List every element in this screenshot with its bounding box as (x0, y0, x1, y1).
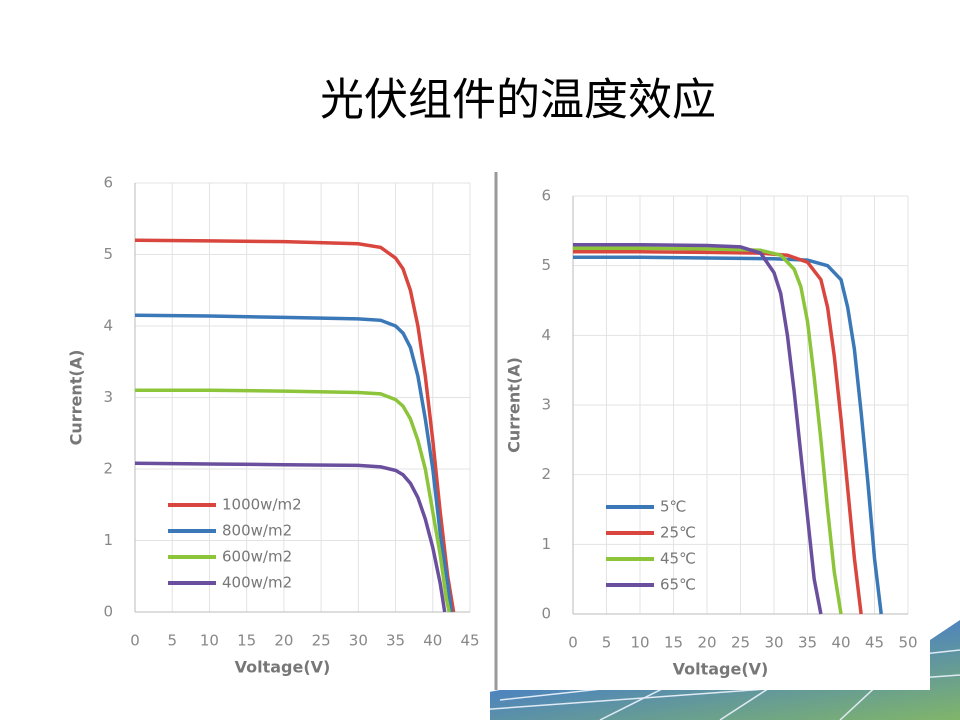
legend-label: 400w/m2 (222, 574, 292, 592)
legend-label: 65℃ (660, 576, 696, 594)
y-tick-label: 3 (103, 388, 113, 406)
y-tick-label: 6 (541, 187, 551, 205)
line (573, 246, 843, 615)
y-axis-label: Current(A) (67, 350, 86, 446)
y-tick-label: 2 (541, 465, 551, 483)
y-tick-label: 1 (541, 535, 551, 553)
legend-label: 25℃ (660, 524, 696, 542)
y-tick-label: 5 (103, 245, 113, 263)
x-axis-label: Voltage(V) (673, 660, 769, 679)
x-tick-label: 20 (697, 634, 716, 652)
x-tick-label: 45 (460, 632, 479, 650)
x-tick-label: 0 (568, 634, 578, 652)
x-tick-label: 10 (630, 634, 649, 652)
legend-label: 5℃ (660, 498, 686, 516)
legend-label: 800w/m2 (222, 522, 292, 540)
x-tick-label: 45 (865, 634, 884, 652)
legend-label: 45℃ (660, 550, 696, 568)
legend-label: 600w/m2 (222, 548, 292, 566)
x-tick-label: 30 (349, 632, 368, 650)
x-tick-label: 5 (602, 634, 612, 652)
legend-label: 1000w/m2 (222, 496, 302, 514)
y-axis-label: Current(A) (505, 357, 524, 453)
x-tick-label: 5 (167, 632, 177, 650)
line (134, 313, 454, 613)
left-panel-bg (0, 160, 490, 720)
x-tick-label: 40 (831, 634, 850, 652)
x-tick-label: 25 (731, 634, 750, 652)
line (573, 243, 823, 615)
line (134, 461, 447, 613)
x-tick-label: 35 (386, 632, 405, 650)
x-tick-label: 10 (200, 632, 219, 650)
y-tick-label: 0 (541, 605, 551, 623)
x-tick-label: 15 (237, 632, 256, 650)
line (135, 388, 451, 613)
x-tick-label: 0 (130, 632, 140, 650)
y-tick-label: 0 (103, 603, 113, 621)
y-tick-label: 2 (103, 460, 113, 478)
x-tick-label: 15 (664, 634, 683, 652)
y-tick-label: 4 (103, 317, 113, 335)
x-axis-label: Voltage(V) (235, 658, 331, 677)
line (573, 249, 863, 615)
slide-title: 光伏组件的温度效应 (320, 75, 716, 126)
x-tick-label: 40 (423, 632, 442, 650)
y-tick-label: 6 (103, 174, 113, 192)
y-tick-label: 3 (541, 396, 551, 414)
x-tick-label: 25 (312, 632, 331, 650)
line (573, 255, 883, 615)
x-tick-label: 30 (764, 634, 783, 652)
y-tick-label: 4 (541, 326, 551, 344)
x-tick-label: 50 (898, 634, 917, 652)
line (134, 238, 456, 613)
y-tick-label: 1 (103, 531, 113, 549)
y-tick-label: 5 (541, 256, 551, 274)
x-tick-label: 20 (274, 632, 293, 650)
x-tick-label: 35 (798, 634, 817, 652)
